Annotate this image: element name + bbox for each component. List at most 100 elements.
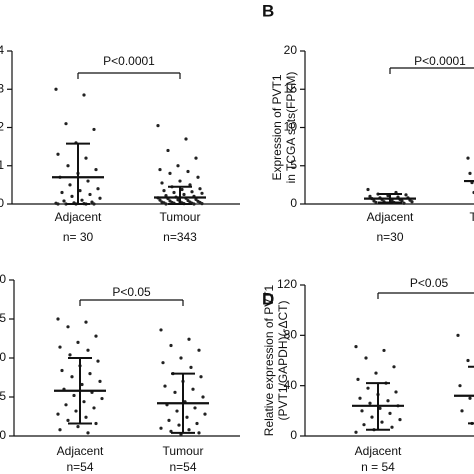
dot: [92, 202, 96, 206]
n-label: n= 30: [63, 230, 94, 244]
panel-label: D: [262, 289, 274, 308]
x-tick-label: Adjacent: [57, 444, 104, 458]
y-tick-label: 25: [0, 389, 6, 403]
dot: [386, 399, 390, 403]
dot: [70, 375, 74, 379]
dot: [80, 198, 84, 202]
dot: [82, 93, 86, 97]
dot: [60, 190, 64, 195]
y-tick-label: 100: [0, 272, 6, 286]
n-label: n=343: [163, 230, 197, 244]
dot: [374, 200, 378, 205]
dot: [169, 343, 173, 348]
y-tick-label: 3: [0, 81, 4, 95]
dot: [356, 377, 360, 381]
dot: [394, 390, 398, 394]
n-label: n = 54: [361, 460, 395, 474]
dot: [98, 196, 102, 200]
y-tick-label: 0: [290, 196, 297, 210]
dot: [74, 409, 78, 413]
dot: [366, 187, 370, 192]
dot: [159, 426, 163, 430]
dot: [466, 358, 470, 363]
dot: [178, 179, 182, 183]
dot: [180, 187, 184, 192]
dot: [364, 356, 368, 360]
dot: [366, 386, 370, 390]
n-label: n=30: [376, 230, 403, 244]
dot: [354, 430, 358, 434]
y-tick-label: 0: [290, 428, 297, 442]
y-axis-label: Relative expression of PVT1: [262, 284, 276, 436]
dot: [100, 396, 104, 401]
dot: [84, 415, 88, 419]
dot: [382, 348, 386, 353]
dot: [199, 375, 203, 379]
dot: [164, 193, 168, 198]
y-tick-label: 10: [284, 120, 298, 134]
dot: [460, 409, 464, 413]
dot: [186, 169, 190, 174]
dot: [56, 317, 60, 321]
dot: [80, 382, 84, 387]
dot: [193, 406, 197, 410]
dot: [191, 387, 195, 391]
dot: [392, 365, 396, 369]
y-axis-label: Expression of PVT1: [270, 74, 284, 180]
dot: [370, 415, 374, 419]
n-label: n=54: [169, 460, 196, 474]
dot: [358, 396, 362, 400]
x-tick-label: Adjacent: [55, 210, 102, 224]
dot: [88, 372, 92, 376]
p-value: P<0.05: [112, 285, 151, 299]
dot: [200, 191, 204, 195]
y-tick-label: 0: [0, 196, 4, 210]
dot: [187, 428, 191, 432]
dot: [468, 171, 472, 175]
panel-label: B: [262, 1, 274, 20]
x-tick-label: Adjacent: [367, 210, 414, 224]
dot: [388, 411, 392, 415]
dot: [175, 409, 179, 413]
dot: [94, 167, 98, 172]
dot: [182, 192, 186, 197]
dot: [84, 320, 88, 324]
y-tick-label: 80: [284, 328, 298, 342]
dot: [76, 340, 80, 344]
x-tick-label: Tumour: [470, 210, 474, 224]
y-tick-label: 50: [0, 350, 6, 364]
dot: [203, 412, 207, 416]
dot: [198, 187, 202, 191]
dot: [368, 194, 372, 198]
dot: [58, 428, 62, 432]
dot: [167, 418, 171, 422]
dot: [86, 179, 90, 183]
dot: [189, 365, 193, 369]
dot: [166, 148, 170, 153]
dot: [187, 337, 191, 341]
dot: [96, 359, 100, 363]
dot: [177, 423, 181, 427]
dot: [158, 198, 162, 202]
dot: [404, 193, 408, 197]
dot: [88, 192, 92, 197]
dot: [78, 189, 82, 193]
y-axis-label: in TCGA sets(FPKM): [284, 72, 298, 184]
dot: [160, 181, 164, 185]
y-tick-label: 40: [284, 378, 298, 392]
x-tick-label: Adjacent: [355, 444, 402, 458]
dot: [72, 393, 76, 398]
y-tick-label: 2: [0, 120, 4, 134]
dot: [185, 415, 189, 419]
dot: [159, 328, 163, 332]
dot: [374, 371, 378, 375]
dot: [197, 431, 201, 435]
x-tick-label: Tumour: [163, 444, 204, 458]
dot: [90, 200, 94, 204]
dot: [194, 156, 198, 160]
dot: [466, 156, 470, 160]
dot: [56, 202, 60, 206]
dot: [156, 123, 160, 128]
dot: [168, 171, 172, 175]
